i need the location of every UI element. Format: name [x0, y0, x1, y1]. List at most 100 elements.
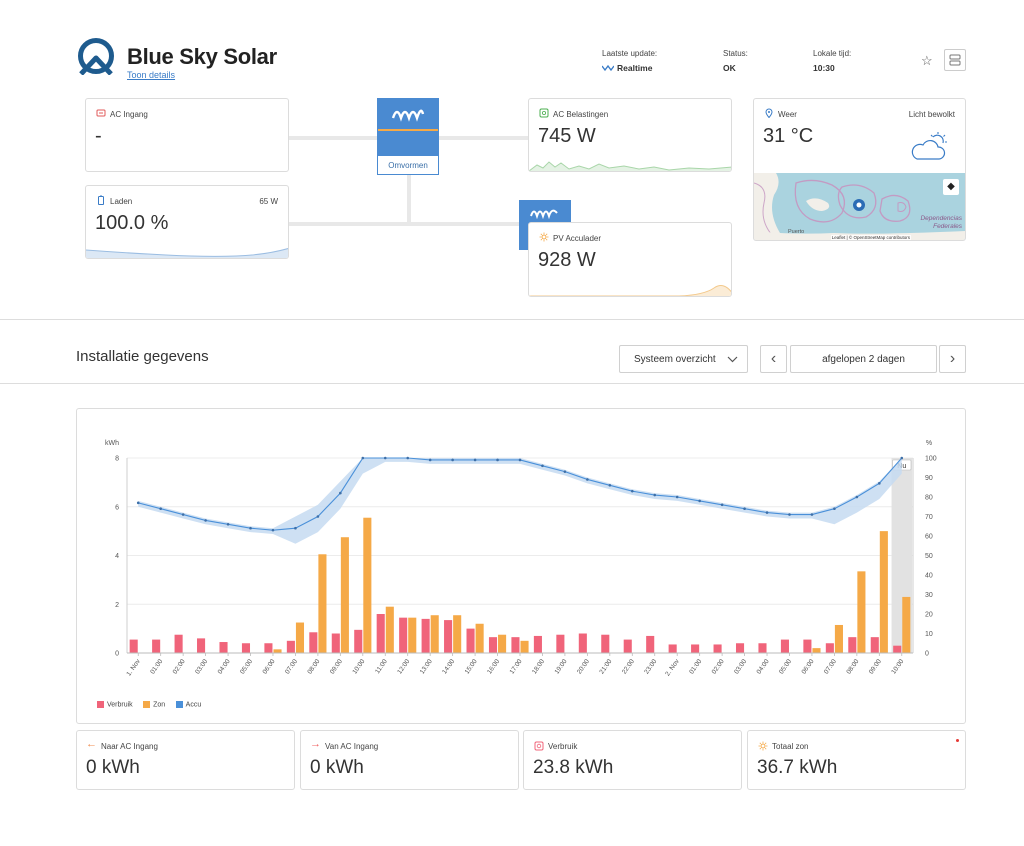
battery-point — [316, 515, 320, 518]
summary-from-ac-value: 0 kWh — [310, 757, 364, 778]
battery-point — [541, 464, 544, 468]
inverter-block[interactable]: Omvormen — [377, 98, 439, 175]
victron-logo-icon — [391, 109, 425, 122]
battery-card[interactable]: Laden 65 W 100.0 % — [85, 185, 289, 259]
y-tick-left: 8 — [115, 456, 119, 463]
battery-point — [339, 491, 342, 495]
legend-verbruik[interactable]: Verbruik — [97, 701, 133, 708]
arrow-left-icon: ← — [86, 738, 97, 750]
device-list-icon — [949, 54, 961, 66]
bar-zon — [812, 648, 821, 653]
bar-verbruik — [264, 643, 273, 653]
local-time-value: 10:30 — [813, 63, 835, 73]
weather-map[interactable]: ◆ Dependencias Federales Puerto Leaflet … — [754, 173, 965, 240]
bar-zon — [475, 623, 484, 653]
weather-temperature: 31 °C — [763, 125, 814, 147]
y-tick-right: 40 — [925, 573, 933, 580]
status-value: OK — [723, 63, 736, 73]
bar-verbruik — [556, 634, 565, 653]
summary-sun-card: Totaal zon 36.7 kWh — [747, 730, 966, 790]
bar-verbruik — [623, 639, 632, 653]
section-title: Installatie gegevens — [76, 348, 209, 365]
bar-zon — [363, 517, 372, 653]
period-label: afgelopen 2 dagen — [822, 353, 905, 365]
x-tick-label: 20:00 — [576, 658, 591, 676]
view-select[interactable]: Systeem overzicht — [619, 345, 748, 373]
bar-verbruik — [466, 628, 475, 653]
ac-loads-label: AC Belastingen — [553, 110, 609, 119]
sun-total-icon — [758, 741, 768, 751]
consumption-icon — [534, 741, 544, 751]
next-period-button[interactable]: › — [939, 345, 966, 373]
bar-verbruik — [870, 637, 879, 653]
favorite-star-icon[interactable]: ☆ — [921, 53, 933, 68]
ac-loads-card[interactable]: AC Belastingen 745 W — [528, 98, 732, 172]
alert-dot-icon — [956, 739, 959, 742]
battery-line — [138, 457, 903, 531]
bar-zon — [340, 537, 349, 653]
bar-verbruik — [533, 635, 542, 653]
battery-band — [138, 458, 902, 544]
bar-zon — [520, 640, 529, 653]
map-region-label: Dependencias Federales — [920, 215, 962, 230]
y-tick-left: 6 — [115, 504, 119, 511]
chevron-down-icon — [727, 356, 738, 363]
ac-input-card[interactable]: AC Ingang - — [85, 98, 289, 172]
y-axis-right-label: % — [926, 440, 932, 447]
x-tick-label: 17:00 — [509, 658, 524, 676]
connector-loads — [439, 136, 529, 140]
bar-verbruik — [511, 637, 520, 653]
y-tick-right: 100 — [925, 456, 937, 463]
inverter-divider — [378, 129, 438, 131]
local-time-label: Lokale tijd: — [813, 49, 852, 58]
bar-verbruik — [578, 633, 587, 653]
x-tick-label: 21:00 — [598, 658, 613, 676]
weather-card[interactable]: Weer Licht bewolkt 31 °C ◆ Dependencias … — [753, 98, 966, 241]
battery-label: Laden — [110, 197, 133, 206]
connector-ac-in — [288, 136, 377, 140]
bar-verbruik — [713, 644, 722, 653]
x-tick-label: 12:00 — [396, 658, 411, 676]
summary-consumption-label: Verbruik — [548, 742, 578, 751]
bar-verbruik — [152, 639, 161, 653]
battery-point — [630, 489, 634, 493]
bar-verbruik — [129, 639, 138, 653]
battery-point — [361, 456, 365, 460]
battery-point — [294, 526, 297, 530]
legend-zon[interactable]: Zon — [143, 701, 165, 708]
legend-zon-label: Zon — [153, 701, 166, 709]
bar-zon — [318, 554, 327, 653]
x-tick-label: 14:00 — [441, 658, 456, 676]
battery-point — [451, 458, 454, 462]
section-divider-top — [0, 319, 1024, 320]
bar-zon — [834, 624, 843, 653]
x-tick-label: 1. Nov — [125, 658, 142, 678]
x-tick-label: 13:00 — [419, 658, 434, 676]
battery-point — [271, 528, 275, 532]
bar-verbruik — [825, 643, 834, 653]
x-tick-label: 09:00 — [329, 658, 344, 676]
battery-point — [226, 523, 230, 526]
bar-zon — [385, 606, 394, 653]
details-link[interactable]: Toon details — [127, 70, 176, 80]
device-list-button[interactable] — [944, 49, 966, 71]
battery-point — [159, 507, 162, 510]
bar-verbruik — [219, 642, 228, 653]
bar-zon — [857, 571, 866, 653]
pv-charger-card[interactable]: PV Acculader 928 W — [528, 222, 732, 297]
x-tick-label: 04:00 — [217, 658, 232, 676]
bar-zon — [273, 649, 282, 653]
summary-sun-value: 36.7 kWh — [757, 757, 838, 778]
summary-consumption-card: Verbruik 23.8 kWh — [523, 730, 742, 790]
ac-loads-icon — [539, 108, 549, 118]
legend-accu[interactable]: Accu — [175, 701, 201, 708]
inverter-logo-area — [378, 99, 438, 156]
period-display[interactable]: afgelopen 2 dagen — [790, 345, 937, 373]
map-recenter-button[interactable]: ◆ — [943, 179, 959, 195]
battery-point — [136, 501, 140, 505]
bar-verbruik — [780, 639, 789, 653]
bar-zon — [408, 617, 417, 653]
x-tick-label: 03:00 — [733, 658, 748, 676]
prev-period-button[interactable]: ‹ — [760, 345, 787, 373]
